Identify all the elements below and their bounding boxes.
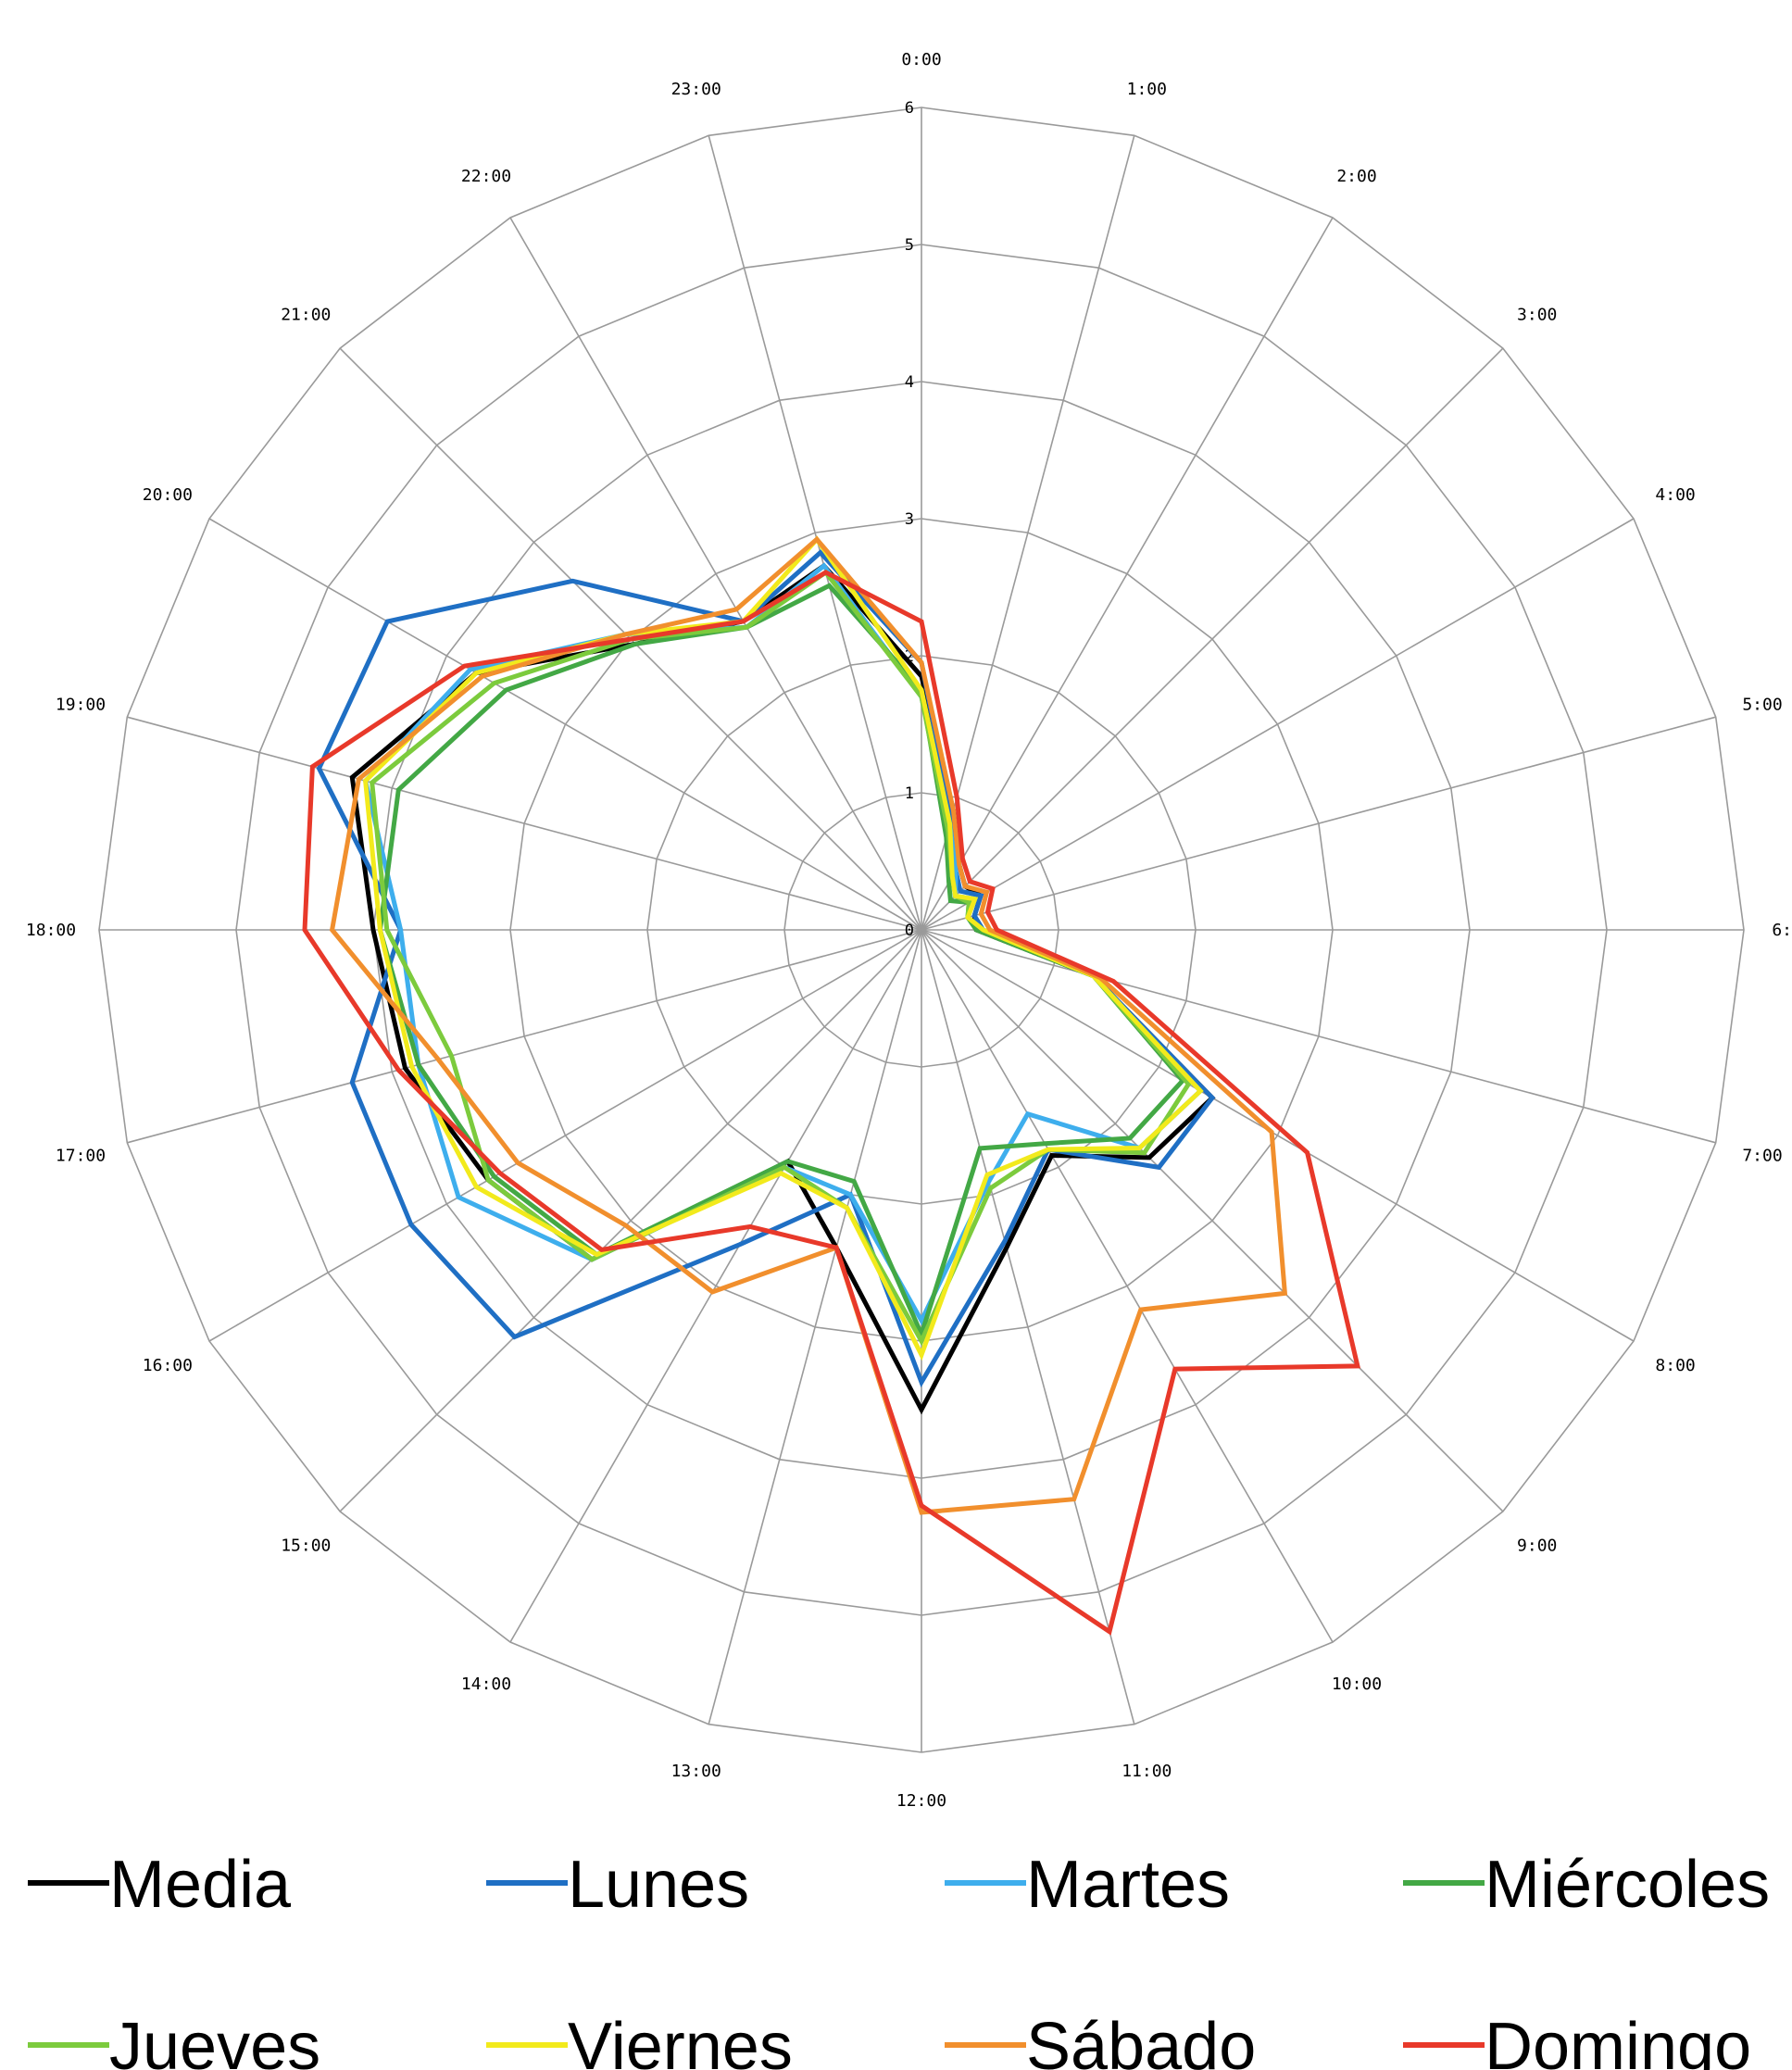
spoke-10 — [921, 929, 1334, 1643]
hour-label: 5:00 — [1742, 696, 1782, 715]
spoke-4 — [921, 518, 1635, 931]
radial-tick-label: 1 — [905, 784, 914, 803]
hour-label: 23:00 — [671, 80, 721, 99]
legend: Media Lunes Martes Miércoles Jueves Viernes Sá… — [28, 1848, 1770, 2070]
radial-tick-label: 6 — [905, 99, 914, 118]
spoke-20 — [208, 518, 922, 931]
spoke-9 — [921, 929, 1504, 1512]
hour-label: 3:00 — [1517, 305, 1557, 324]
spoke-22 — [509, 217, 922, 931]
series-lines — [302, 535, 1361, 1636]
spoke-11 — [921, 929, 1135, 1725]
spoke-16 — [208, 929, 922, 1342]
spoke-23 — [708, 135, 922, 931]
spoke-19 — [127, 716, 922, 931]
radial-axis-ticks: 0 1 2 3 4 5 6 — [905, 99, 914, 940]
hour-label: 1:00 — [1127, 80, 1167, 99]
hour-label: 7:00 — [1742, 1146, 1782, 1165]
spoke-5 — [921, 716, 1716, 931]
legend-label: Lunes — [568, 1848, 749, 1922]
hour-label: 2:00 — [1336, 167, 1376, 186]
hour-label: 13:00 — [671, 1762, 721, 1781]
spoke-3 — [921, 347, 1504, 931]
series-line-domingo — [302, 570, 1361, 1636]
legend-label: Viernes — [568, 2010, 793, 2070]
spoke-17 — [127, 929, 922, 1144]
series-line-sábado — [329, 535, 1288, 1515]
hour-axis-labels: 0:00 1:00 2:00 3:00 4:00 5:00 6:00 7:00 8:00 9:00… — [26, 50, 1792, 1811]
hour-label: 18:00 — [26, 921, 76, 940]
hour-label: 4:00 — [1655, 485, 1695, 505]
legend-label: Media — [109, 1848, 292, 1922]
spoke-8 — [921, 929, 1635, 1342]
hour-label: 16:00 — [143, 1356, 193, 1375]
hour-label: 11:00 — [1122, 1762, 1172, 1781]
hour-label: 15:00 — [281, 1537, 331, 1556]
radial-tick-label: 4 — [905, 373, 914, 392]
hour-label: 0:00 — [901, 50, 941, 69]
spoke-13 — [708, 929, 922, 1725]
spoke-2 — [921, 217, 1334, 931]
hour-label: 17:00 — [56, 1146, 106, 1165]
radial-tick-label: 5 — [905, 236, 914, 255]
radial-tick-label: 3 — [905, 510, 914, 529]
spoke-15 — [339, 929, 922, 1512]
legend-label: Domingo — [1485, 2010, 1751, 2070]
spoke-14 — [509, 929, 922, 1643]
hour-label: 14:00 — [461, 1675, 511, 1694]
hour-label: 10:00 — [1332, 1675, 1382, 1694]
legend-label: Jueves — [109, 2010, 320, 2070]
hour-label: 12:00 — [896, 1791, 946, 1811]
hour-label: 19:00 — [56, 696, 106, 715]
hour-label: 20:00 — [143, 485, 193, 505]
series-line-martes — [362, 562, 1204, 1326]
series-line-jueves — [370, 569, 1192, 1347]
radial-tick-label: 2 — [905, 647, 914, 666]
radar-grid — [98, 107, 1745, 1753]
hour-label: 8:00 — [1655, 1356, 1695, 1375]
hour-label: 6:00 — [1772, 921, 1792, 940]
legend-label: Martes — [1026, 1848, 1230, 1922]
spoke-7 — [921, 929, 1716, 1144]
hour-label: 9:00 — [1517, 1537, 1557, 1556]
legend-label: Sábado — [1026, 2010, 1256, 2070]
series-line-viernes — [362, 535, 1204, 1361]
series-line-lunes — [316, 549, 1216, 1388]
hour-label: 22:00 — [461, 167, 511, 186]
hour-label: 21:00 — [281, 305, 331, 324]
legend-label: Miércoles — [1485, 1848, 1770, 1922]
radial-tick-label: 0 — [905, 922, 914, 940]
